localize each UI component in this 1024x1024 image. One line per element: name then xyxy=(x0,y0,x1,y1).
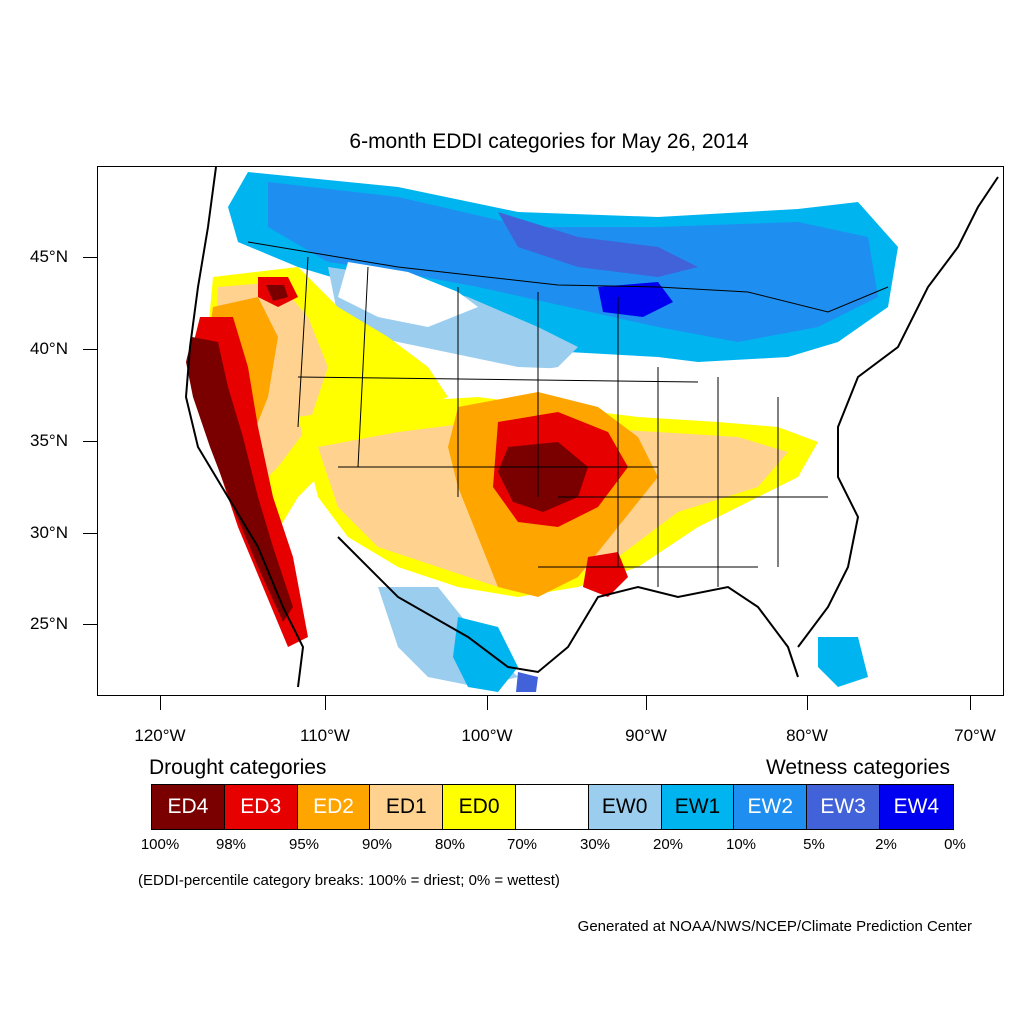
x-label-70w: 70°W xyxy=(954,726,996,745)
wetness-heading: Wetness categories xyxy=(765,756,950,779)
region-ew4-greatlakes xyxy=(598,282,673,317)
x-label-80w: 80°W xyxy=(786,726,828,745)
region-ew3-texas xyxy=(516,672,538,692)
legend-label-ed0: ED0 xyxy=(458,795,500,818)
region-ed3-louisiana xyxy=(583,552,628,597)
pct-label-20: 20% xyxy=(652,836,684,853)
region-ew1-florida xyxy=(818,637,868,687)
x-label-110w: 110°W xyxy=(300,726,350,745)
y-tick-30 xyxy=(83,533,97,534)
legend-cell-ew0: EW0 xyxy=(588,785,662,829)
region-white-north xyxy=(338,262,478,327)
legend-label-ed2: ED2 xyxy=(313,795,354,818)
legend-cell-normal xyxy=(515,785,589,829)
x-label-120w: 120°W xyxy=(134,726,186,745)
pct-label-10: 10% xyxy=(725,836,757,853)
pct-label-100: 100% xyxy=(140,836,180,853)
x-tick-80w xyxy=(807,696,808,710)
legend-cell-ew4: EW4 xyxy=(879,785,953,829)
pct-label-70: 70% xyxy=(506,836,538,853)
x-label-90w: 90°W xyxy=(625,726,667,745)
legend-cell-ed0: ED0 xyxy=(443,785,516,829)
pct-label-95: 95% xyxy=(288,836,320,853)
region-ew0-east xyxy=(698,362,848,417)
x-tick-100w xyxy=(487,696,488,710)
category-note: (EDDI-percentile category breaks: 100% =… xyxy=(138,872,560,889)
y-tick-45 xyxy=(83,257,97,258)
pct-label-5: 5% xyxy=(803,836,825,853)
legend-label-ed4: ED4 xyxy=(167,795,209,818)
x-tick-90w xyxy=(646,696,647,710)
legend-label-ed3: ED3 xyxy=(240,795,282,818)
legend-label-ew3: EW3 xyxy=(820,795,866,818)
legend-cell-ed3: ED3 xyxy=(224,785,298,829)
pct-label-2: 2% xyxy=(875,836,897,853)
legend-cell-ew3: EW3 xyxy=(807,785,880,829)
pct-label-90: 90% xyxy=(361,836,393,853)
category-legend: ED4 ED3 ED2 ED1 ED0 EW0 EW1 EW2 EW3 EW4 xyxy=(151,784,954,830)
eddi-map xyxy=(184,167,999,692)
pct-label-98: 98% xyxy=(215,836,247,853)
y-tick-25 xyxy=(83,624,97,625)
credit-line: Generated at NOAA/NWS/NCEP/Climate Predi… xyxy=(577,918,972,935)
x-label-100w: 100°W xyxy=(461,726,513,745)
coastlines xyxy=(184,167,999,688)
x-tick-110w xyxy=(325,696,326,710)
legend-cell-ed4: ED4 xyxy=(152,785,225,829)
legend-cell-ed2: ED2 xyxy=(297,785,371,829)
legend-cell-ew2: EW2 xyxy=(734,785,808,829)
y-label-35n: 35°N xyxy=(30,431,68,450)
legend-label-ed1: ED1 xyxy=(385,795,427,818)
x-tick-70w xyxy=(970,696,971,710)
pct-label-0: 0% xyxy=(944,836,966,853)
y-label-25n: 25°N xyxy=(30,614,68,633)
legend-cell-ed1: ED1 xyxy=(370,785,444,829)
eddi-map-panel xyxy=(97,166,1004,696)
y-label-40n: 40°N xyxy=(30,339,68,358)
legend-label-ew0: EW0 xyxy=(601,795,648,818)
region-ed4-oregon xyxy=(266,285,288,301)
region-ed4-plains xyxy=(498,442,588,512)
map-title: 6-month EDDI categories for May 26, 2014 xyxy=(349,130,749,153)
y-label-45n: 45°N xyxy=(30,247,68,266)
region-ew1-texas xyxy=(453,617,518,692)
legend-cell-ew1: EW1 xyxy=(661,785,735,829)
legend-label-ew4: EW4 xyxy=(893,795,940,818)
pct-label-30: 30% xyxy=(579,836,611,853)
y-tick-35 xyxy=(83,441,97,442)
region-ew3-north xyxy=(498,212,698,277)
legend-label-ew1: EW1 xyxy=(674,795,721,818)
drought-heading: Drought categories xyxy=(149,756,327,779)
pct-label-80: 80% xyxy=(434,836,466,853)
legend-label-ew2: EW2 xyxy=(747,795,794,818)
boundary-lines xyxy=(247,241,889,587)
y-tick-40 xyxy=(83,349,97,350)
y-label-30n: 30°N xyxy=(30,523,68,542)
region-normal-central xyxy=(288,317,858,437)
region-ed4-california xyxy=(186,337,293,622)
x-tick-120w xyxy=(160,696,161,710)
